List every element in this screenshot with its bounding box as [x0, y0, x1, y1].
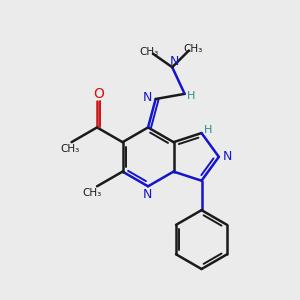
- Text: O: O: [94, 87, 104, 101]
- Text: H: H: [204, 125, 213, 135]
- Text: CH₃: CH₃: [140, 47, 159, 57]
- Text: N: N: [169, 55, 179, 68]
- Text: N: N: [223, 150, 232, 164]
- Text: H: H: [187, 91, 196, 101]
- Text: CH₃: CH₃: [183, 44, 202, 54]
- Text: CH₃: CH₃: [60, 144, 79, 154]
- Text: N: N: [143, 91, 152, 103]
- Text: CH₃: CH₃: [82, 188, 102, 198]
- Text: N: N: [142, 188, 152, 201]
